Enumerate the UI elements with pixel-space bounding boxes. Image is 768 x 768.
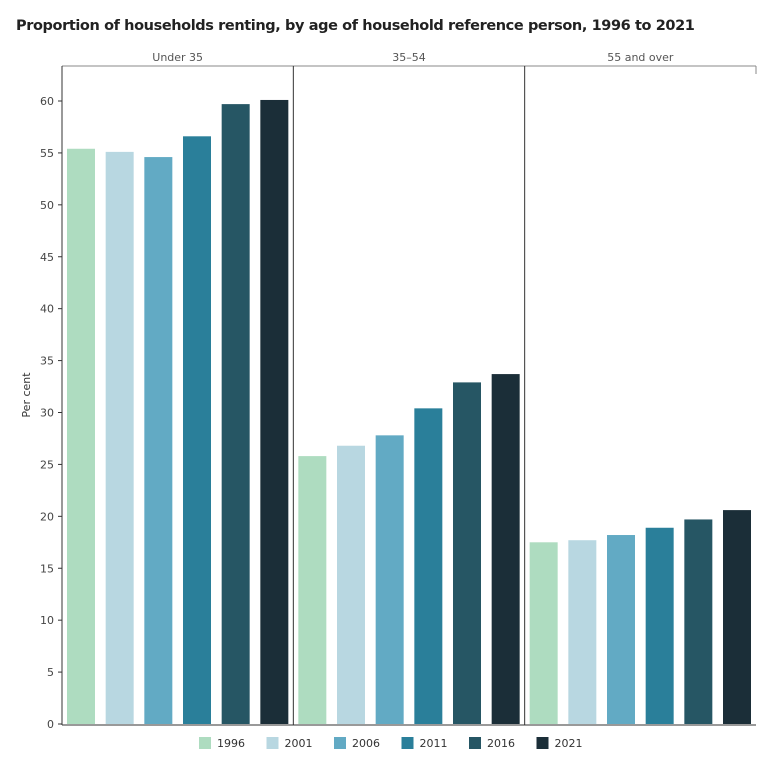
legend-label: 2011 [420, 737, 448, 750]
legend-swatch [469, 737, 481, 749]
bar [529, 542, 558, 724]
y-tick-label: 60 [40, 95, 54, 108]
bar [645, 527, 674, 724]
y-tick-label: 25 [40, 458, 54, 471]
legend-label: 2001 [285, 737, 313, 750]
legend-swatch [266, 737, 279, 749]
y-tick-label: 50 [40, 199, 54, 212]
bar [105, 151, 134, 725]
y-axis-label: Per cent [20, 372, 33, 418]
y-tick-label: 30 [40, 407, 54, 420]
legend-label: 1996 [217, 737, 245, 750]
y-tick-label: 10 [40, 614, 54, 627]
y-tick-label: 55 [40, 147, 54, 160]
legend-swatch [401, 737, 414, 749]
bar [723, 510, 751, 724]
bar [568, 540, 597, 724]
legend-label: 2006 [352, 737, 380, 750]
legend-swatch [536, 737, 549, 749]
bar [260, 99, 289, 724]
legend-label: 2021 [555, 737, 583, 750]
chart-title: Proportion of households renting, by age… [16, 18, 695, 34]
y-tick-label: 20 [40, 510, 54, 523]
y-tick-label: 15 [40, 562, 54, 575]
bar [144, 157, 173, 724]
bar [453, 382, 481, 724]
y-tick-label: 40 [40, 303, 54, 316]
bar [375, 435, 404, 724]
bar [221, 104, 250, 725]
bar [298, 456, 327, 724]
panel-label: 55 and over [607, 51, 674, 64]
y-tick-label: 5 [47, 666, 54, 679]
bar [337, 445, 365, 724]
bar [67, 148, 95, 725]
bar [607, 535, 635, 724]
bar [183, 136, 211, 724]
bar [491, 374, 520, 724]
legend-swatch [199, 737, 211, 749]
bar [414, 408, 443, 724]
legend-label: 2016 [487, 737, 515, 750]
y-tick-label: 35 [40, 355, 54, 368]
y-tick-label: 45 [40, 251, 54, 264]
y-tick-label: 0 [47, 718, 54, 731]
panel-label: Under 35 [152, 51, 203, 64]
panel-label: 35–54 [392, 51, 426, 64]
bar [684, 519, 713, 724]
legend-swatch [334, 737, 346, 749]
